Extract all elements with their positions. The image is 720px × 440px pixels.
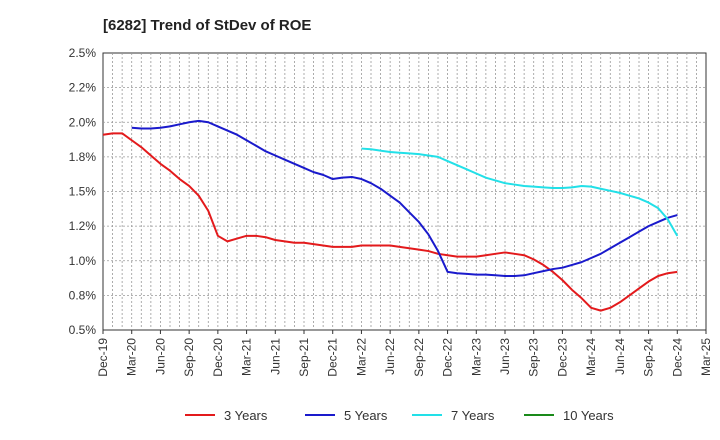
x-tick-label: Dec-19 <box>96 338 110 377</box>
x-tick-label: Mar-21 <box>240 338 254 376</box>
legend-label-3-years: 3 Years <box>224 408 268 423</box>
x-tick-label: Dec-24 <box>670 338 684 377</box>
y-tick-label: 1.2% <box>69 219 97 233</box>
x-tick-label: Dec-22 <box>441 338 455 377</box>
x-tick-label: Sep-23 <box>527 338 541 377</box>
x-tick-label: Mar-22 <box>354 338 368 376</box>
y-tick-label: 1.8% <box>69 150 97 164</box>
y-tick-label: 2.5% <box>69 46 97 60</box>
x-tick-label: Dec-23 <box>555 338 569 377</box>
y-tick-label: 2.2% <box>69 81 97 95</box>
series-lines <box>102 119 679 312</box>
x-tick-label: Dec-21 <box>326 338 340 377</box>
legend: 3 Years 5 Years 7 Years 10 Years <box>185 408 614 423</box>
x-tick-label: Jun-21 <box>268 338 282 375</box>
plot-area <box>102 52 707 331</box>
series-line-7-years <box>361 147 679 237</box>
y-tick-label: 1.0% <box>69 254 97 268</box>
series-line-5-years <box>131 119 678 277</box>
y-tick-label: 0.8% <box>69 288 97 302</box>
x-tick-label: Dec-20 <box>211 338 225 377</box>
x-tick-label: Mar-24 <box>584 338 598 376</box>
series-line-3-years <box>102 132 678 312</box>
x-axis: Dec-19 Mar-20 Jun-20 Sep-20 Dec-20 Mar-21 Jun-… <box>96 330 713 377</box>
x-tick-label: Sep-24 <box>642 338 656 377</box>
x-tick-label: Mar-25 <box>699 338 713 376</box>
x-tick-label: Jun-24 <box>613 338 627 375</box>
x-tick-label: Jun-22 <box>383 338 397 375</box>
chart-title: [6282] Trend of StDev of ROE <box>103 17 311 34</box>
y-axis: 0.5% 0.8% 1.0% 1.2% 1.5% 1.8% 2.0% 2.2% 2.5% <box>69 46 97 337</box>
x-tick-label: Sep-21 <box>297 338 311 377</box>
x-tick-label: Sep-20 <box>182 338 196 377</box>
y-tick-label: 1.5% <box>69 185 97 199</box>
legend-label-5-years: 5 Years <box>344 408 388 423</box>
x-tick-label: Mar-20 <box>125 338 139 376</box>
y-tick-label: 2.0% <box>69 115 97 129</box>
legend-label-7-years: 7 Years <box>451 408 495 423</box>
x-tick-label: Jun-20 <box>153 338 167 375</box>
legend-label-10-years: 10 Years <box>563 408 614 423</box>
x-tick-label: Mar-23 <box>469 338 483 376</box>
y-tick-label: 0.5% <box>69 323 97 337</box>
x-tick-label: Sep-22 <box>412 338 426 377</box>
x-tick-label: Jun-23 <box>498 338 512 375</box>
